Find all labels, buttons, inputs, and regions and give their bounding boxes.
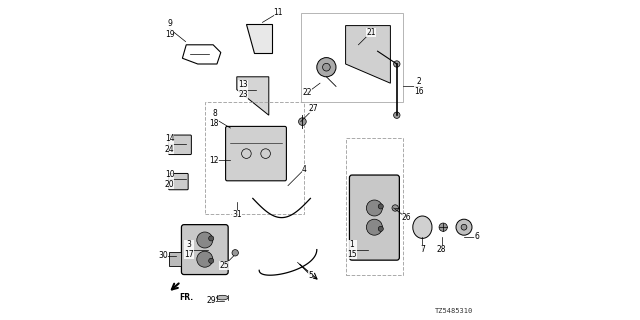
- Circle shape: [232, 250, 238, 256]
- FancyBboxPatch shape: [169, 173, 188, 190]
- Polygon shape: [246, 24, 272, 53]
- Text: 10
20: 10 20: [164, 170, 175, 189]
- Circle shape: [439, 223, 447, 231]
- Circle shape: [323, 63, 330, 71]
- Text: 6: 6: [474, 232, 479, 241]
- Ellipse shape: [216, 295, 228, 300]
- FancyBboxPatch shape: [169, 252, 182, 266]
- Text: 26: 26: [401, 213, 412, 222]
- Text: 30: 30: [158, 252, 168, 260]
- Text: 28: 28: [437, 245, 446, 254]
- Text: 13
23: 13 23: [238, 80, 248, 99]
- FancyBboxPatch shape: [226, 126, 287, 181]
- Bar: [301, 13, 403, 102]
- Text: 21: 21: [367, 28, 376, 36]
- Circle shape: [394, 61, 400, 67]
- FancyBboxPatch shape: [349, 175, 399, 260]
- FancyBboxPatch shape: [182, 225, 228, 275]
- Text: FR.: FR.: [179, 293, 193, 302]
- Circle shape: [392, 205, 398, 211]
- Circle shape: [197, 251, 212, 267]
- Text: 12: 12: [210, 156, 219, 164]
- Circle shape: [317, 58, 336, 77]
- Text: 29: 29: [206, 296, 216, 305]
- Text: 8
18: 8 18: [210, 109, 219, 128]
- Circle shape: [298, 118, 306, 125]
- Circle shape: [197, 232, 212, 248]
- Ellipse shape: [413, 216, 432, 238]
- Text: 1
15: 1 15: [347, 240, 357, 259]
- Text: 31: 31: [232, 210, 242, 219]
- Text: TZ5485310: TZ5485310: [435, 308, 474, 314]
- Text: 4: 4: [301, 165, 307, 174]
- Circle shape: [456, 219, 472, 235]
- Text: 11: 11: [274, 8, 283, 17]
- Text: 3
17: 3 17: [184, 240, 194, 259]
- Circle shape: [378, 204, 383, 209]
- Text: 7: 7: [420, 245, 425, 254]
- Circle shape: [366, 219, 383, 235]
- Text: 2
16: 2 16: [414, 77, 424, 96]
- Text: 25: 25: [219, 261, 229, 270]
- Polygon shape: [346, 26, 390, 83]
- Text: 14
24: 14 24: [164, 134, 175, 154]
- FancyBboxPatch shape: [169, 135, 191, 155]
- Bar: [346, 138, 403, 275]
- Text: 22: 22: [303, 88, 312, 97]
- Circle shape: [394, 112, 400, 118]
- Circle shape: [209, 258, 214, 263]
- Circle shape: [378, 226, 383, 231]
- Text: 9
19: 9 19: [164, 19, 175, 38]
- Bar: [205, 102, 304, 214]
- Polygon shape: [237, 77, 269, 115]
- Circle shape: [366, 200, 383, 216]
- Circle shape: [209, 236, 214, 241]
- Circle shape: [461, 224, 467, 230]
- Text: 27: 27: [308, 104, 319, 113]
- Text: 5: 5: [308, 271, 313, 280]
